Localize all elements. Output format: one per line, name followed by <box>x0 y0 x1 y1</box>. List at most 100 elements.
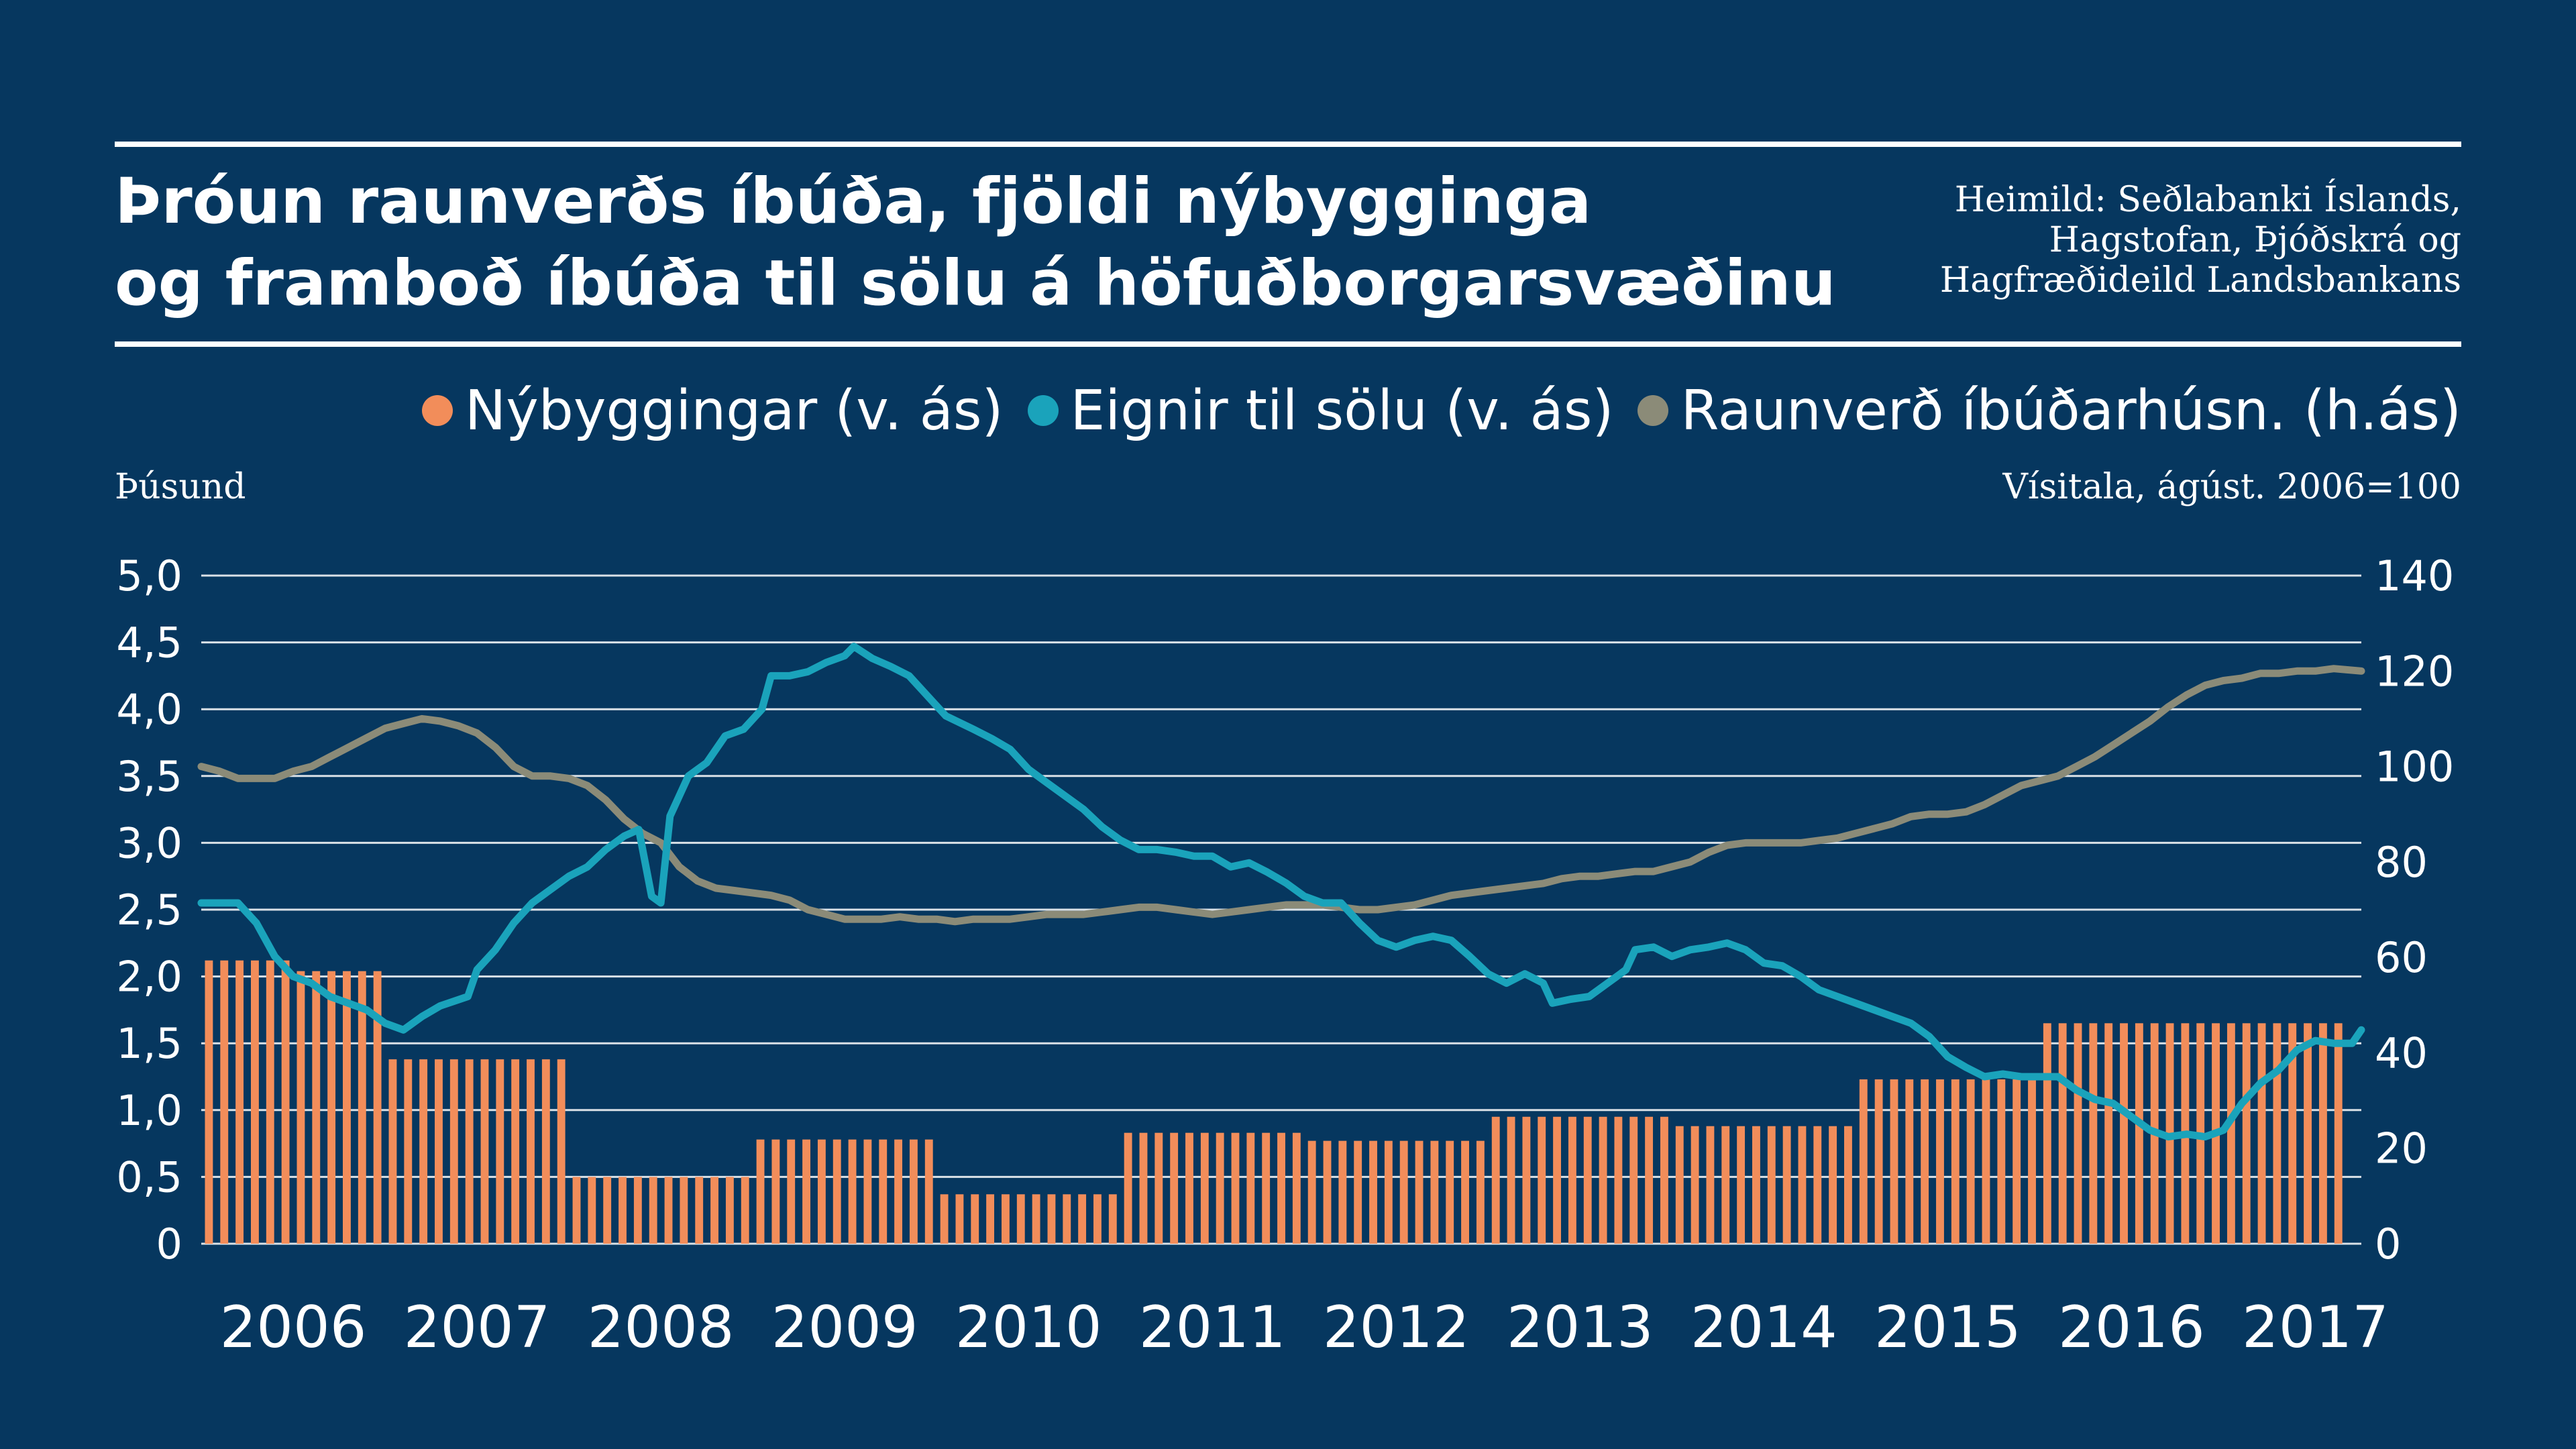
bar <box>557 1059 566 1244</box>
bar <box>909 1139 918 1244</box>
right-tick-label: 40 <box>2375 1028 2428 1077</box>
bar <box>603 1177 612 1244</box>
bar <box>2120 1023 2128 1244</box>
bar <box>633 1177 642 1244</box>
year-label: 2006 <box>220 1294 367 1361</box>
bar <box>1063 1194 1071 1244</box>
right-tick-label: 100 <box>2375 743 2454 792</box>
bar <box>1108 1194 1117 1244</box>
bar <box>281 960 290 1244</box>
bar <box>2318 1023 2327 1244</box>
bar <box>1629 1116 1638 1244</box>
year-label: 2012 <box>1323 1294 1470 1361</box>
bar <box>1522 1116 1531 1244</box>
bar <box>1921 1079 1929 1244</box>
bar <box>1890 1079 1898 1244</box>
left-tick-label: 0,5 <box>116 1152 182 1201</box>
bar <box>710 1177 718 1244</box>
bar <box>1706 1126 1715 1244</box>
bar <box>2104 1023 2113 1244</box>
bar <box>2242 1023 2251 1244</box>
source-line-1: Heimild: Seðlabanki Íslands, <box>1954 180 2461 220</box>
bar <box>1200 1132 1209 1244</box>
bar <box>1614 1116 1623 1244</box>
bar <box>1170 1132 1179 1244</box>
bar <box>1767 1126 1776 1244</box>
bar <box>1246 1132 1255 1244</box>
bar <box>404 1059 413 1244</box>
bar <box>1660 1116 1668 1244</box>
bar <box>986 1194 995 1244</box>
legend: Nýbyggingar (v. ás) Eignir til sölu (v. … <box>421 377 2461 444</box>
bar <box>2273 1023 2282 1244</box>
bar <box>1859 1079 1868 1244</box>
bar <box>343 971 351 1244</box>
right-tick-label: 140 <box>2375 551 2454 600</box>
bar <box>2257 1023 2266 1244</box>
bar <box>1369 1140 1377 1244</box>
bar <box>756 1139 765 1244</box>
bar <box>1844 1126 1852 1244</box>
year-label: 2017 <box>2242 1294 2389 1361</box>
legend-item-listings: Eignir til sölu (v. ás) <box>1027 378 1614 443</box>
legend-dot-bars <box>421 395 453 426</box>
bar <box>1982 1079 1990 1244</box>
bar <box>1782 1126 1791 1244</box>
left-tick-label: 5,0 <box>116 551 182 600</box>
bar <box>879 1139 888 1244</box>
bar <box>1583 1116 1592 1244</box>
bar <box>1384 1140 1393 1244</box>
bar <box>1476 1140 1485 1244</box>
bar <box>1124 1132 1132 1244</box>
left-tick-label: 4,5 <box>116 619 182 667</box>
bar <box>1690 1126 1699 1244</box>
legend-dot-listings <box>1027 395 1059 426</box>
bar <box>1645 1116 1654 1244</box>
bar <box>894 1139 903 1244</box>
right-tick-label: 120 <box>2375 647 2454 696</box>
bar <box>1568 1116 1576 1244</box>
bar <box>312 971 321 1244</box>
bar <box>1874 1079 1883 1244</box>
legend-dot-real-price <box>1638 395 1669 426</box>
left-tick-label: 3,0 <box>116 818 182 867</box>
bar <box>1461 1140 1469 1244</box>
chart-title: Þróun raunverðs íbúða, fjöldi nýbygginga… <box>115 161 1926 325</box>
year-label: 2016 <box>2058 1294 2205 1361</box>
bar <box>1323 1140 1332 1244</box>
right-tick-label: 60 <box>2375 933 2428 982</box>
left-tick-label: 1,0 <box>116 1086 182 1135</box>
bar <box>940 1194 949 1244</box>
year-label: 2015 <box>1874 1294 2021 1361</box>
bar <box>924 1139 933 1244</box>
bar <box>2074 1023 2082 1244</box>
bar <box>2089 1023 2098 1244</box>
bar <box>725 1177 734 1244</box>
bar <box>833 1139 841 1244</box>
left-tick-label: 2,5 <box>116 885 182 934</box>
bar <box>664 1177 673 1244</box>
bar <box>1001 1194 1010 1244</box>
bar <box>802 1139 810 1244</box>
bar <box>1231 1132 1240 1244</box>
bar <box>863 1139 872 1244</box>
bar <box>358 971 366 1244</box>
legend-label-real-price: Raunverð íbúðarhúsn. (h.ás) <box>1680 378 2461 443</box>
legend-label-listings: Eignir til sölu (v. ás) <box>1070 378 1614 443</box>
bar <box>480 1059 489 1244</box>
bar <box>1047 1194 1056 1244</box>
bar <box>1997 1079 2006 1244</box>
bar <box>235 960 244 1244</box>
bar <box>1951 1079 1960 1244</box>
bar <box>527 1059 535 1244</box>
bar <box>1829 1126 1837 1244</box>
bar <box>1399 1140 1408 1244</box>
bar <box>250 960 259 1244</box>
bar <box>2288 1023 2297 1244</box>
bar <box>955 1194 964 1244</box>
bar <box>2135 1023 2143 1244</box>
bar <box>1292 1132 1301 1244</box>
bar <box>1078 1194 1087 1244</box>
right-axis-title: Vísitala, ágúst. 2006=100 <box>2002 467 2461 507</box>
bar <box>1032 1194 1040 1244</box>
